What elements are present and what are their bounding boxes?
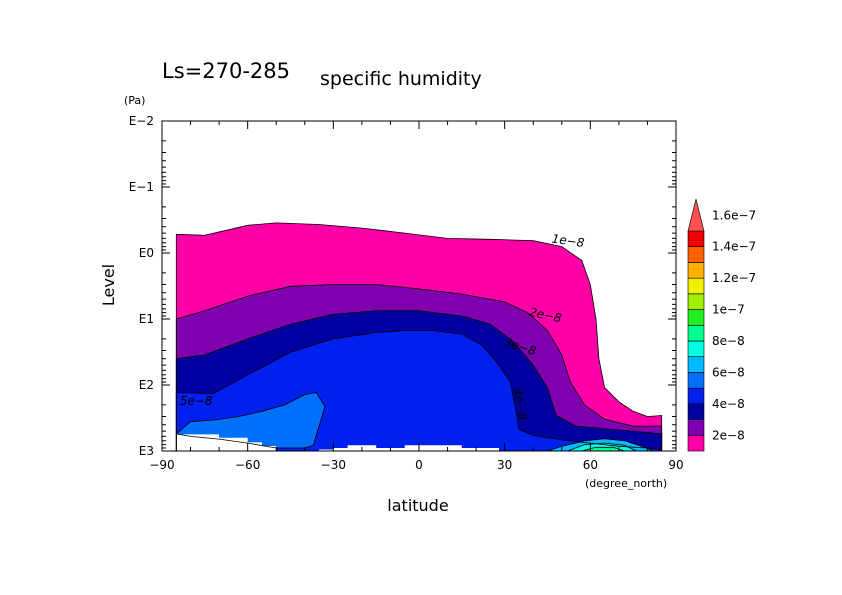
colorbar-label: 6e−8	[712, 365, 745, 379]
contour-line-3	[175, 310, 663, 452]
x-tick-label: 90	[668, 458, 683, 472]
colorbar-segment	[687, 419, 705, 436]
y-unit-label: (Pa)	[124, 94, 145, 107]
colorbar-segment	[687, 246, 705, 263]
x-tick-label: −30	[321, 458, 346, 472]
colorbar-segment	[687, 434, 705, 452]
x-axis-label: latitude	[387, 496, 448, 515]
contour-label-2: 2e−8	[528, 305, 563, 326]
colorbar-label: 1.4e−7	[712, 240, 756, 254]
colorbar-segment	[687, 293, 705, 310]
contour-line-5	[175, 392, 326, 449]
y-tick-label: E−2	[129, 114, 154, 128]
x-axis: −90 −60 −30 0 30 60 90	[149, 121, 684, 472]
colorbar-segment	[687, 277, 705, 295]
y-tick-label: E3	[139, 444, 154, 458]
colorbar-label: 2e−8	[712, 428, 745, 442]
contour-line-1	[175, 222, 663, 452]
colorbar-segment	[687, 356, 705, 373]
colorbar-label: 8e−8	[712, 334, 745, 348]
contour-label-5: 5e−8	[180, 394, 213, 408]
x-tick-label: 0	[415, 458, 423, 472]
colorbar: 2e−8 4e−8 6e−8 8e−8 1e−7 1.2e−7 1.4e−7 1.6e−7	[687, 198, 756, 452]
x-tick-label: −90	[149, 458, 174, 472]
colorbar-segment	[687, 403, 705, 420]
chart-title: Ls=270-285	[162, 59, 290, 83]
contour-labels: 1e−82e−83e−84e−85e−8	[180, 232, 586, 422]
contour-line-2	[175, 284, 663, 452]
colorbar-label: 1.6e−7	[712, 208, 756, 222]
colorbar-extend-triangle	[687, 198, 705, 232]
mask-left	[162, 121, 177, 451]
chart-subtitle: specific humidity	[320, 68, 482, 90]
y-tick-label: E2	[139, 378, 154, 392]
y-tick-label: E0	[139, 246, 154, 260]
x-tick-label: 60	[583, 458, 598, 472]
colorbar-label: 4e−8	[712, 397, 745, 411]
colorbar-segment	[687, 387, 705, 405]
colorbar-segment	[687, 309, 705, 326]
contour-label-4: 4e−8	[510, 387, 530, 422]
colorbar-label: 1e−7	[712, 303, 745, 317]
colorbar-segment	[687, 340, 705, 358]
y-tick-label: E−1	[129, 180, 154, 194]
colorbar-segment	[687, 324, 705, 342]
contour-line-4	[175, 330, 663, 452]
colorbar-segment	[687, 372, 705, 389]
contour-region-5	[176, 392, 325, 448]
contour-label-1: 1e−8	[551, 232, 586, 250]
mask-upper	[162, 121, 676, 451]
x-unit-label: (degree_north)	[585, 477, 667, 490]
x-tick-label: −60	[235, 458, 260, 472]
contour-line-6	[547, 438, 654, 452]
y-axis: E−2 E−1 E0 E1 E2 E3	[129, 114, 676, 458]
colorbar-label: 1.2e−7	[712, 271, 756, 285]
y-axis-label: Level	[99, 264, 118, 306]
contour-fills	[176, 222, 662, 451]
x-tick-label: 30	[497, 458, 512, 472]
y-tick-label: E1	[139, 312, 154, 326]
colorbar-segment	[687, 230, 705, 248]
colorbar-segment	[687, 262, 705, 279]
